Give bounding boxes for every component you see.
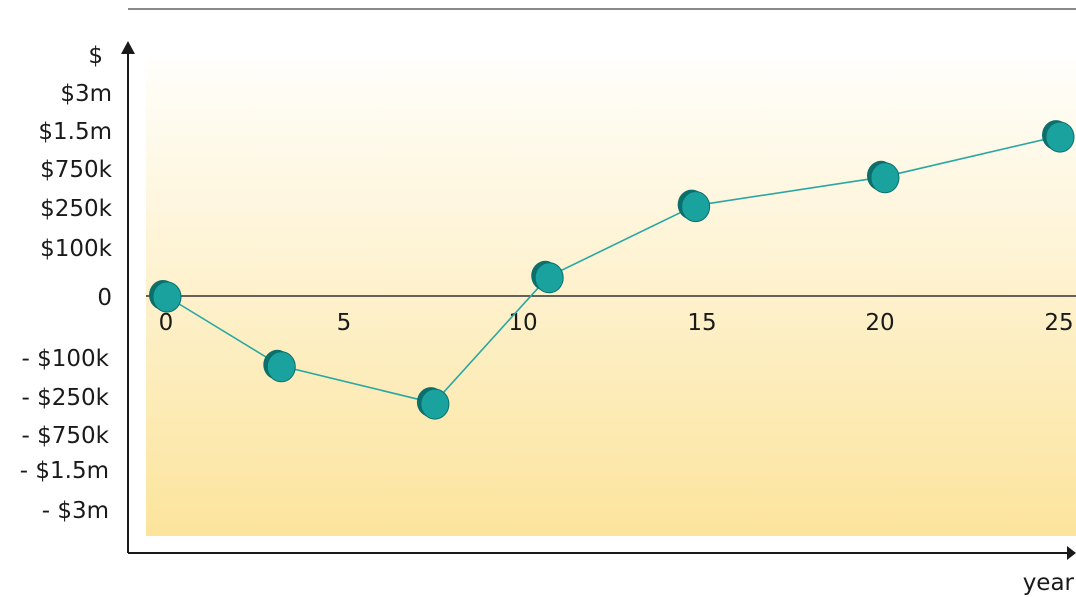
x-axis-arrow	[1067, 546, 1076, 560]
marker-face	[420, 388, 450, 420]
plot-background	[146, 58, 1076, 536]
y-tick-label: $1.5m	[38, 119, 112, 145]
series-layer	[149, 120, 1075, 420]
marker-face	[152, 281, 182, 313]
y-axis-arrow	[121, 41, 135, 54]
data-point	[149, 280, 182, 313]
data-point	[677, 189, 711, 223]
x-tick-label: 10	[508, 310, 537, 336]
x-tick-label: 20	[865, 310, 894, 336]
y-tick-label: - $1.5m	[20, 458, 109, 484]
data-point	[866, 160, 900, 194]
marker-face	[681, 191, 711, 223]
y-tick-label: - $250k	[22, 385, 110, 411]
data-point	[416, 387, 450, 420]
marker-face	[870, 162, 900, 194]
x-tick-label: 15	[687, 310, 716, 336]
y-tick-label: $250k	[40, 196, 113, 222]
y-tick-label: $750k	[40, 157, 113, 183]
y-axis-title: $	[88, 43, 103, 69]
data-point	[1042, 120, 1075, 153]
marker-face	[266, 351, 296, 383]
y-tick-label: $3m	[60, 81, 112, 107]
x-tick-label: 0	[159, 310, 174, 336]
y-tick-label: - $3m	[42, 498, 109, 524]
marker-face	[534, 262, 564, 294]
y-tick-label: $100k	[40, 236, 113, 262]
y-tick-label: - $750k	[22, 423, 110, 449]
y-tick-label: - $100k	[22, 346, 110, 372]
data-point	[531, 260, 564, 294]
y-tick-label-zero: 0	[97, 285, 112, 311]
marker-face	[1045, 121, 1075, 153]
x-tick-label: 25	[1044, 310, 1073, 336]
data-point	[263, 349, 296, 383]
x-tick-label: 5	[337, 310, 352, 336]
x-axis-title: year	[1023, 570, 1075, 596]
